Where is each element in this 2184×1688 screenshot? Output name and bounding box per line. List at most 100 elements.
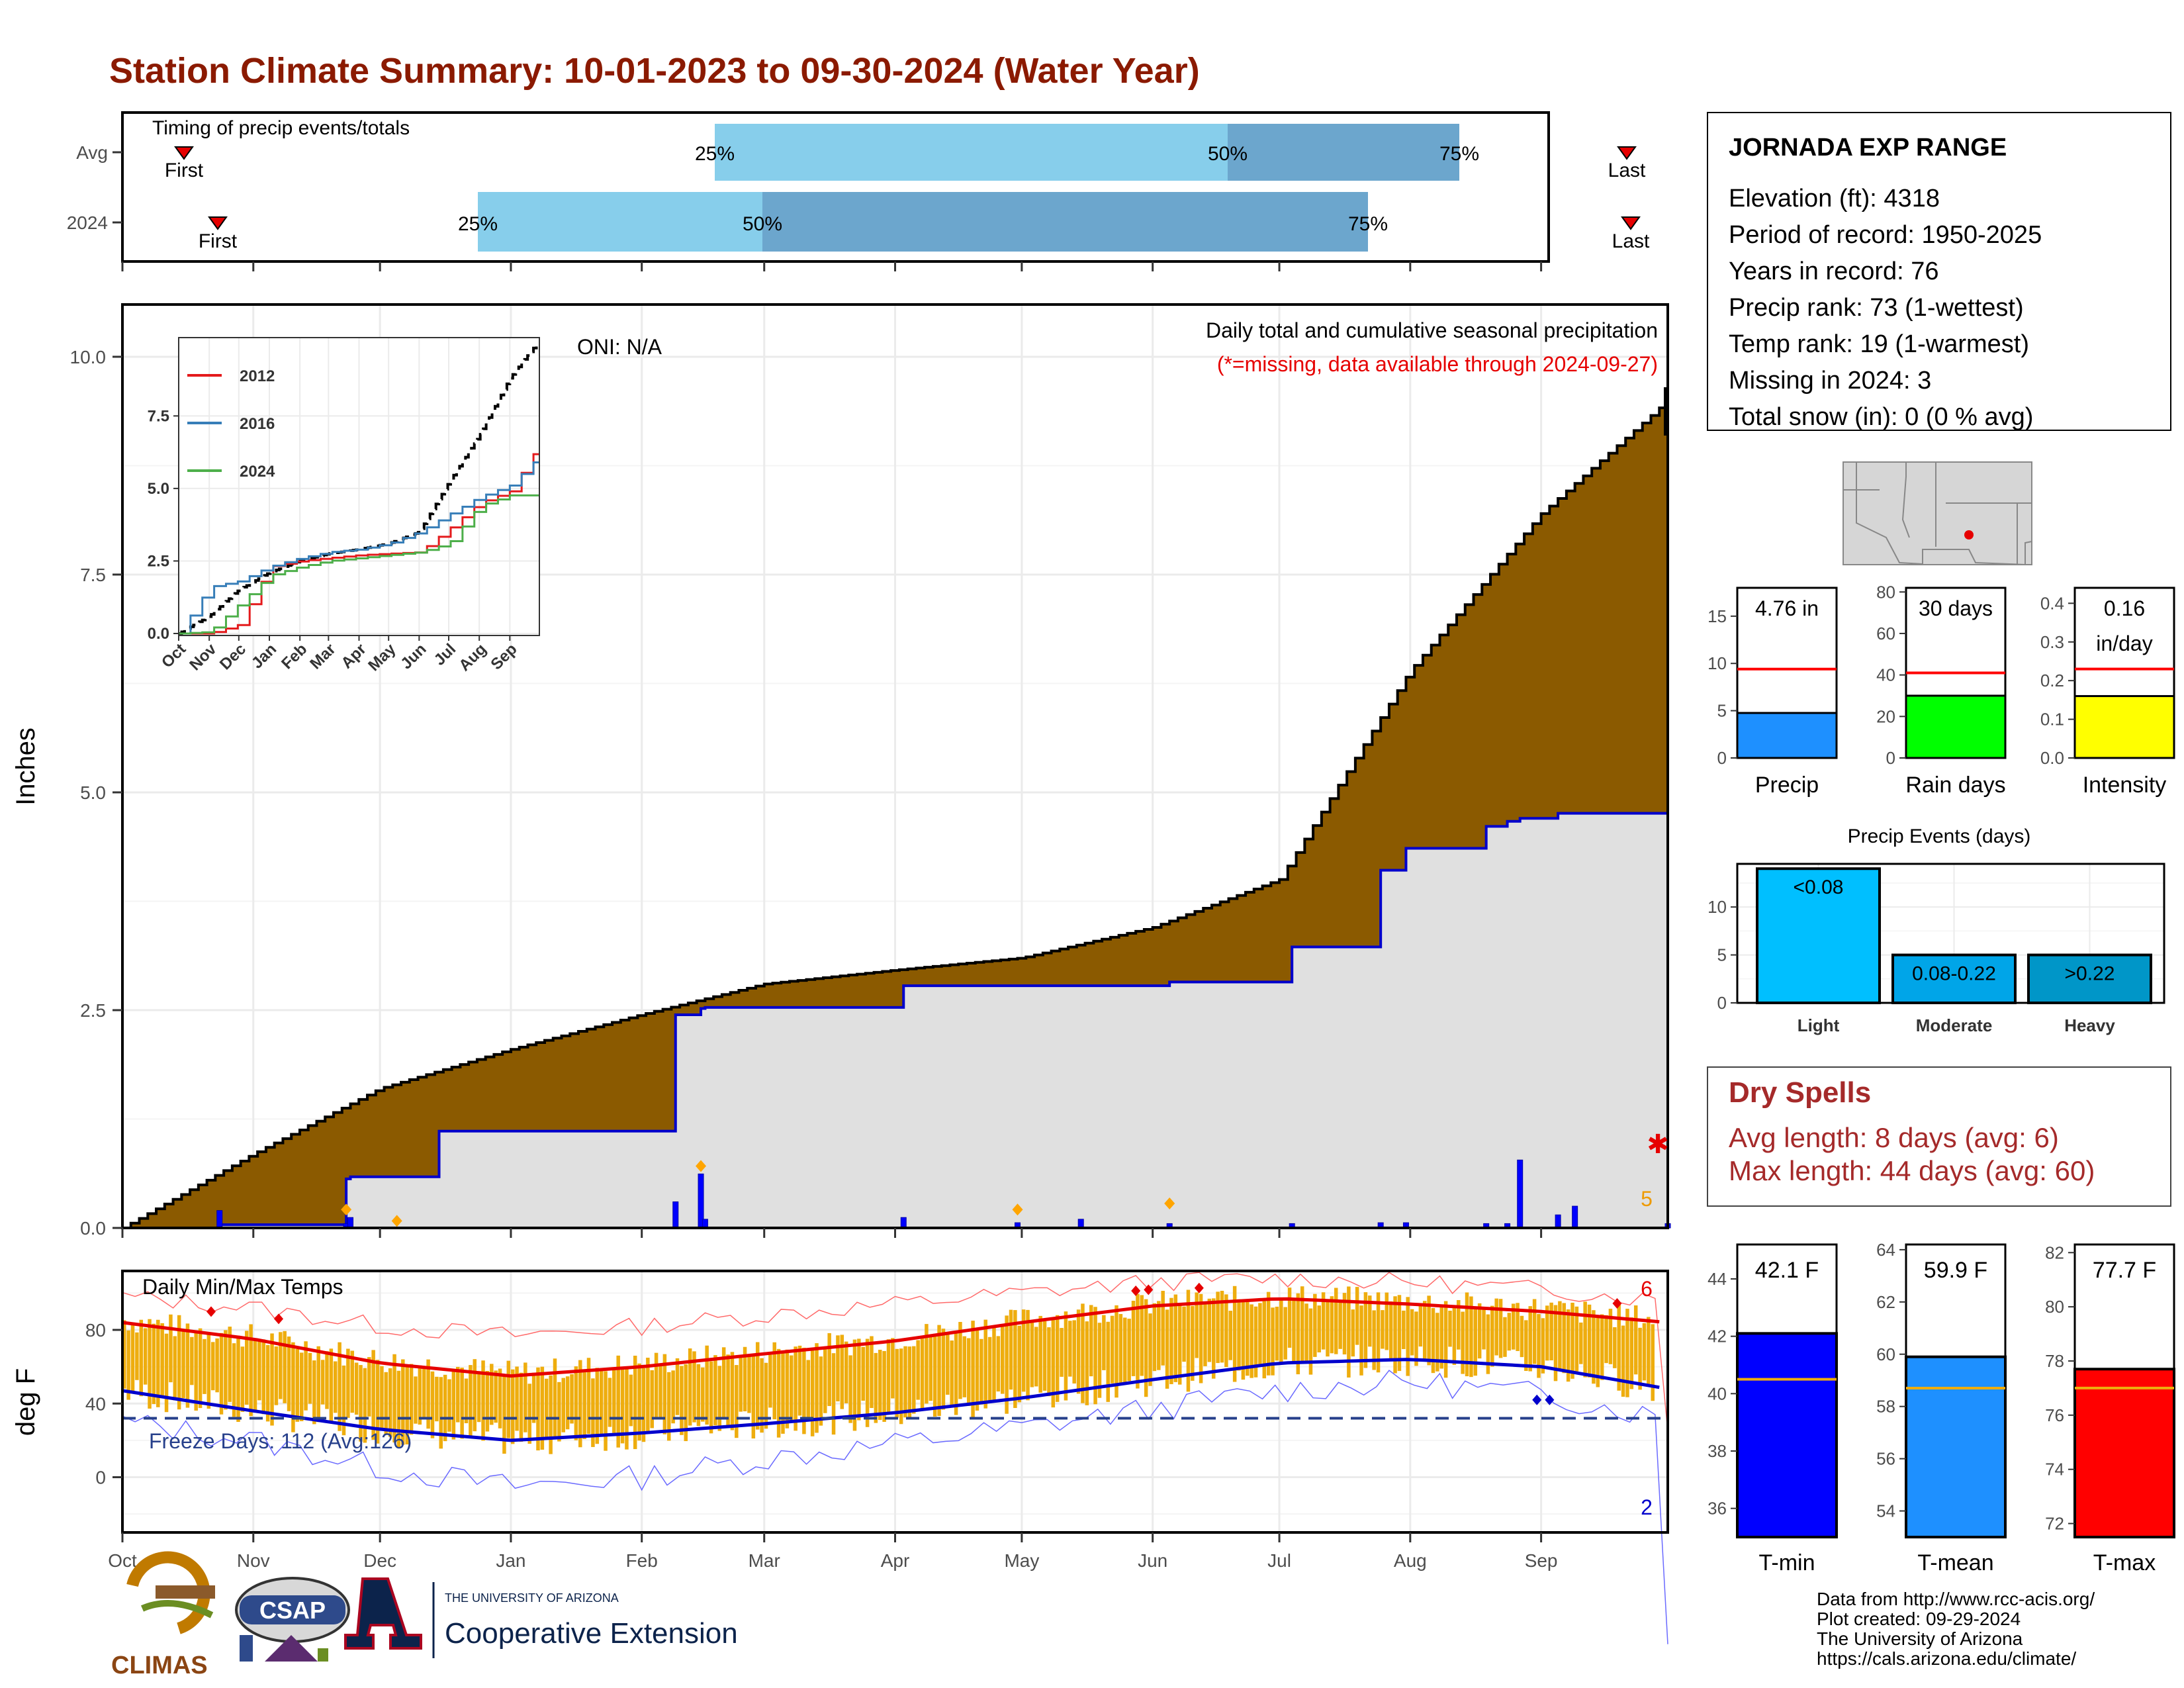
- precip-ylabel: Inches: [11, 727, 40, 806]
- temp-bar-tick-label: 54: [1876, 1501, 1895, 1521]
- station-line-2: Years in record: 76: [1729, 258, 1939, 285]
- temp-bar-value: 59.9 F: [1924, 1258, 1987, 1283]
- ua-big-text: Cooperative Extension: [445, 1617, 738, 1650]
- station-line-6: Total snow (in): 0 (0 % avg): [1729, 403, 2033, 431]
- footer-line-2: The University of Arizona: [1817, 1628, 2023, 1649]
- record-max-line: [122, 1272, 1668, 1431]
- dry-spells-avg: Avg length: 8 days (avg: 6): [1729, 1122, 2059, 1153]
- inset-y-tick-label: 0.0: [148, 625, 169, 643]
- timing-2024-bar-50-75: [762, 192, 1368, 252]
- record-precip-marker: [696, 1160, 707, 1172]
- mini-bar-tick-label: 15: [1707, 606, 1727, 626]
- mini-bar-tick-label: 10: [1707, 653, 1727, 673]
- temp-bar-tick-label: 62: [1876, 1292, 1895, 1312]
- record-low-marker: [1532, 1394, 1542, 1405]
- temp-bar-value: 42.1 F: [1755, 1258, 1819, 1283]
- timing-2024-p75: 75%: [1348, 213, 1388, 235]
- temp-bar-t-mean: 54 56 58 60 62 64 59.9 F T-mean: [1876, 1240, 2007, 1575]
- record-precip-marker: [1012, 1203, 1023, 1216]
- footer-line-1: Plot created: 09-29-2024: [1817, 1609, 2021, 1629]
- dry-spells-max: Max length: 44 days (avg: 60): [1729, 1155, 2095, 1186]
- temp-bar-tick-label: 42: [1707, 1327, 1727, 1346]
- timing-2024-first-marker: [208, 216, 228, 230]
- timing-panel: Timing of precip events/totals 25% 50% 7…: [67, 111, 1650, 271]
- temp-bar-fill: [1736, 1332, 1838, 1539]
- inset-y-tick-label: 7.5: [148, 407, 169, 425]
- mini-bar-value: 4.76 in: [1755, 596, 1819, 620]
- month-label: Jan: [496, 1550, 525, 1571]
- mini-bar-tick-label: 0: [1886, 748, 1895, 768]
- temp-bar-t-max: 72 74 76 78 80 82 77.7 F T-max: [2045, 1243, 2175, 1575]
- missing-marker: ✱: [1647, 1130, 1669, 1159]
- climas-logo: CLIMAS: [111, 1551, 215, 1679]
- timing-2024-p50: 50%: [743, 213, 782, 235]
- temp-bar-fill: [2073, 1368, 2175, 1539]
- footer-line-3: https://cals.arizona.edu/climate/: [1817, 1648, 2076, 1669]
- temp-bar-tick-label: 58: [1876, 1397, 1895, 1417]
- timing-2024-p25: 25%: [458, 213, 498, 235]
- mini-bar-tick-label: 20: [1876, 706, 1895, 726]
- temp-bar-tick-label: 80: [2045, 1297, 2064, 1317]
- inset-y-tick-label: 5.0: [148, 480, 169, 498]
- record-precip-marker: [1164, 1197, 1175, 1210]
- oni-label: ONI: N/A: [577, 335, 662, 359]
- mini-bar-rain-days: 0 20 40 60 80 30 days Rain days: [1876, 582, 2007, 798]
- mini-bar-tick-label: 0.2: [2040, 671, 2064, 690]
- mini-bar-fill: [1905, 694, 2007, 759]
- timing-avg-first: First: [165, 160, 204, 181]
- inset-series-line-2016: [179, 461, 539, 635]
- daily-precip-bar: [672, 1201, 679, 1229]
- mini-bar-tick-label: 40: [1876, 665, 1895, 685]
- dry-spells-title: Dry Spells: [1729, 1076, 1871, 1109]
- temp-bar-t-min: 36 38 40 42 44 42.1 F T-min: [1707, 1243, 1838, 1575]
- timing-2024-last-marker: [1621, 216, 1641, 230]
- temp-bar-tick-label: 76: [2045, 1405, 2064, 1425]
- month-label: Dec: [363, 1550, 396, 1571]
- precip-y-tick-label: 7.5: [80, 565, 106, 585]
- mini-bar-intensity: 0.0 0.1 0.2 0.3 0.4 0.16 in/day Intensity: [2040, 586, 2175, 798]
- timing-avg-last-marker: [1617, 146, 1637, 160]
- missing-note: (*=missing, data available through 2024-…: [1217, 352, 1658, 376]
- record-high-marker: [1612, 1297, 1622, 1309]
- timing-2024-last: Last: [1612, 230, 1650, 252]
- precip-event-bar-text: <0.08: [1794, 876, 1844, 898]
- timing-row-label-avg: Avg: [76, 142, 108, 163]
- temp-bar-tick-label: 36: [1707, 1499, 1727, 1519]
- month-label: Feb: [626, 1550, 658, 1571]
- temp-bar-label: T-mean: [1917, 1550, 1993, 1575]
- timing-avg-p50: 50%: [1208, 143, 1248, 165]
- precip-events-tick-label: 0: [1717, 993, 1727, 1013]
- temp-bar-label: T-min: [1759, 1550, 1815, 1575]
- precip-event-bar-moderate: [1891, 953, 2017, 1004]
- mini-bar-label: Intensity: [2083, 773, 2167, 798]
- mini-bar-tick-label: 0.1: [2040, 710, 2064, 729]
- precip-y-tick-label: 10.0: [70, 347, 107, 367]
- month-label: Oct: [108, 1550, 137, 1571]
- month-label: Sep: [1525, 1550, 1558, 1571]
- precip-event-bar-text: >0.22: [2065, 963, 2115, 985]
- inset-comparison-plot: 0.02.55.07.5 OctNovDecJanFebMarAprMayJun…: [148, 337, 540, 675]
- daily-precip-bar: [900, 1217, 907, 1229]
- month-label: Nov: [237, 1550, 270, 1571]
- timing-avg-first-marker: [174, 146, 194, 160]
- locator-map: [1843, 461, 2032, 566]
- timing-title: Timing of precip events/totals: [152, 117, 410, 139]
- temp-panel: 0 40 80 Oct Nov Dec Jan Feb Mar Apr May Jun Jul Aug S…: [11, 1270, 1669, 1644]
- record-precip-marker: [341, 1203, 352, 1216]
- inset-legend-label: 2024: [240, 463, 275, 481]
- mini-bar-value-unit: in/day: [2096, 632, 2152, 655]
- mini-bar-tick-label: 0.0: [2040, 748, 2064, 768]
- station-name: JORNADA EXP RANGE: [1729, 134, 2007, 162]
- precip-events-tick-label: 10: [1707, 897, 1727, 917]
- month-label: Aug: [1394, 1550, 1427, 1571]
- temp-bar-tick-label: 72: [2045, 1514, 2064, 1534]
- daily-precip-bar: [1517, 1159, 1524, 1229]
- timing-row-label-2024: 2024: [67, 212, 108, 233]
- temp-y-tick-label: 0: [95, 1468, 106, 1488]
- freeze-days: Freeze Days: 112 (Avg:126): [149, 1429, 412, 1453]
- station-line-1: Period of record: 1950-2025: [1729, 221, 2042, 249]
- timing-2024-bar-25-50: [478, 192, 762, 252]
- temp-bar-tick-label: 60: [1876, 1344, 1895, 1364]
- mini-bar-tick-label: 0: [1717, 748, 1727, 768]
